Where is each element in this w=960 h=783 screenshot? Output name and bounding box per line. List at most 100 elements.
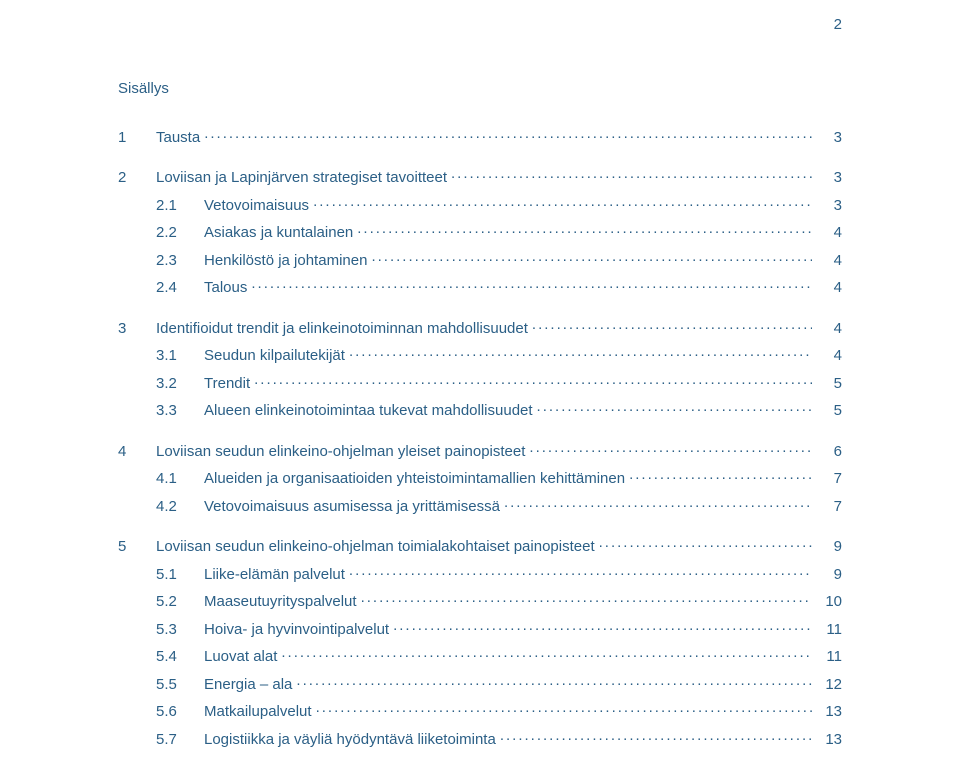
toc-leader-dots (254, 371, 812, 388)
toc-leader-dots (313, 193, 812, 210)
toc-entry-number: 3.1 (118, 347, 198, 364)
toc-leader-dots (316, 700, 812, 717)
toc-entry-number: 5.4 (118, 648, 198, 665)
toc-row: 2.4Talous4 (118, 276, 842, 297)
toc-leader-dots (204, 125, 812, 142)
toc-entry-page: 12 (816, 676, 842, 693)
toc-entry-label: Henkilöstö ja johtaminen (204, 252, 367, 269)
table-of-contents: 1Tausta32Loviisan ja Lapinjärven strateg… (118, 125, 842, 748)
toc-title: Sisällys (118, 80, 842, 97)
toc-entry-page: 4 (816, 252, 842, 269)
toc-leader-dots (296, 672, 812, 689)
toc-row: 4.2 Vetovoimaisuus asumisessa ja yrittämi… (118, 494, 842, 515)
toc-entry-label: Logistiikka ja väyliä hyödyntävä liiketo… (204, 731, 496, 748)
toc-entry-number: 4 (118, 443, 142, 460)
toc-entry-number: 5.3 (118, 621, 198, 638)
toc-row: 3 Identifioidut trendit ja elinkeinotoimi… (118, 316, 842, 337)
toc-row: 2.1 Vetovoimaisuus 3 (118, 193, 842, 214)
toc-entry-label: Luovat alat (204, 648, 277, 665)
document-page: 2 Sisällys 1Tausta32Loviisan ja Lapinjär… (0, 0, 960, 783)
toc-entry-page: 4 (816, 347, 842, 364)
toc-entry-number: 3 (118, 320, 142, 337)
toc-entry-page: 10 (816, 593, 842, 610)
toc-entry-label: Alueiden ja organisaatioiden yhteistoimi… (204, 470, 625, 487)
toc-row: 5.6 Matkailupalvelut 13 (118, 700, 842, 721)
toc-row: 5.1Liike-elämän palvelut9 (118, 562, 842, 583)
toc-entry-label: Alueen elinkeinotoimintaa tukevat mahdol… (204, 402, 533, 419)
toc-entry-label: Loviisan seudun elinkeino-ohjelman yleis… (156, 443, 525, 460)
page-number: 2 (834, 16, 842, 33)
toc-row: 5.5 Energia – ala 12 (118, 672, 842, 693)
toc-row: 2Loviisan ja Lapinjärven strategiset tav… (118, 166, 842, 187)
toc-entry-number: 5.2 (118, 593, 198, 610)
toc-entry-number: 2.1 (118, 197, 198, 214)
toc-row: 2.2 Asiakas ja kuntalainen 4 (118, 221, 842, 242)
toc-entry-number: 5.1 (118, 566, 198, 583)
toc-entry-label: Matkailupalvelut (204, 703, 312, 720)
toc-row: 1 Tausta 3 (118, 125, 842, 146)
toc-entry-number: 4.2 (118, 498, 198, 515)
toc-row: 3.1 Seudun kilpailutekijät 4 (118, 344, 842, 365)
toc-row: 3.2Trendit5 (118, 371, 842, 392)
toc-entry-label: Hoiva- ja hyvinvointipalvelut (204, 621, 389, 638)
toc-entry-label: Tausta (156, 129, 200, 146)
toc-leader-dots (500, 727, 812, 744)
toc-leader-dots (393, 617, 812, 634)
toc-entry-page: 9 (816, 566, 842, 583)
toc-entry-page: 4 (816, 224, 842, 241)
toc-row: 3.3 Alueen elinkeinotoimintaa tukevat mah… (118, 399, 842, 420)
toc-entry-page: 3 (816, 129, 842, 146)
toc-entry-label: Identifioidut trendit ja elinkeinotoimin… (156, 320, 528, 337)
toc-entry-page: 11 (816, 621, 842, 638)
toc-leader-dots (504, 494, 812, 511)
toc-row: 2.3 Henkilöstö ja johtaminen 4 (118, 248, 842, 269)
toc-row: 5.7 Logistiikka ja väyliä hyödyntävä liik… (118, 727, 842, 748)
toc-entry-page: 3 (816, 197, 842, 214)
toc-entry-label: Maaseutuyrityspalvelut (204, 593, 357, 610)
toc-entry-number: 3.3 (118, 402, 198, 419)
toc-row: 4 Loviisan seudun elinkeino-ohjelman ylei… (118, 439, 842, 460)
toc-entry-number: 2 (118, 169, 142, 186)
toc-entry-page: 11 (816, 648, 842, 665)
toc-entry-label: Energia – ala (204, 676, 292, 693)
toc-row: 5.4 Luovat alat 11 (118, 645, 842, 666)
toc-entry-label: Trendit (204, 375, 250, 392)
toc-leader-dots (349, 344, 812, 361)
toc-leader-dots (629, 467, 812, 484)
toc-entry-page: 9 (816, 538, 842, 555)
toc-row: 5 Loviisan seudun elinkeino-ohjelman toim… (118, 535, 842, 556)
toc-entry-number: 5.6 (118, 703, 198, 720)
toc-entry-number: 2.4 (118, 279, 198, 296)
toc-entry-number: 4.1 (118, 470, 198, 487)
toc-row: 5.3 Hoiva- ja hyvinvointipalvelut 11 (118, 617, 842, 638)
toc-entry-label: Loviisan seudun elinkeino-ohjelman toimi… (156, 538, 595, 555)
toc-entry-number: 5 (118, 538, 142, 555)
toc-entry-label: Seudun kilpailutekijät (204, 347, 345, 364)
toc-entry-number: 5.7 (118, 731, 198, 748)
toc-entry-page: 3 (816, 169, 842, 186)
toc-leader-dots (451, 166, 812, 183)
toc-entry-label: Vetovoimaisuus (204, 197, 309, 214)
toc-entry-page: 7 (816, 498, 842, 515)
toc-entry-page: 13 (816, 703, 842, 720)
toc-entry-number: 2.3 (118, 252, 198, 269)
toc-row: 5.2 Maaseutuyrityspalvelut 10 (118, 590, 842, 611)
toc-entry-page: 5 (816, 402, 842, 419)
toc-entry-number: 3.2 (118, 375, 198, 392)
toc-leader-dots (532, 316, 812, 333)
toc-entry-number: 2.2 (118, 224, 198, 241)
toc-entry-label: Vetovoimaisuus asumisessa ja yrittämises… (204, 498, 500, 515)
toc-entry-number: 5.5 (118, 676, 198, 693)
toc-entry-number: 1 (118, 129, 142, 146)
toc-leader-dots (357, 221, 812, 238)
toc-entry-page: 13 (816, 731, 842, 748)
toc-entry-label: Asiakas ja kuntalainen (204, 224, 353, 241)
toc-leader-dots (361, 590, 812, 607)
toc-leader-dots (599, 535, 812, 552)
toc-entry-page: 6 (816, 443, 842, 460)
toc-entry-page: 4 (816, 320, 842, 337)
toc-leader-dots (349, 562, 812, 579)
toc-entry-label: Talous (204, 279, 247, 296)
toc-leader-dots (281, 645, 812, 662)
toc-leader-dots (537, 399, 812, 416)
